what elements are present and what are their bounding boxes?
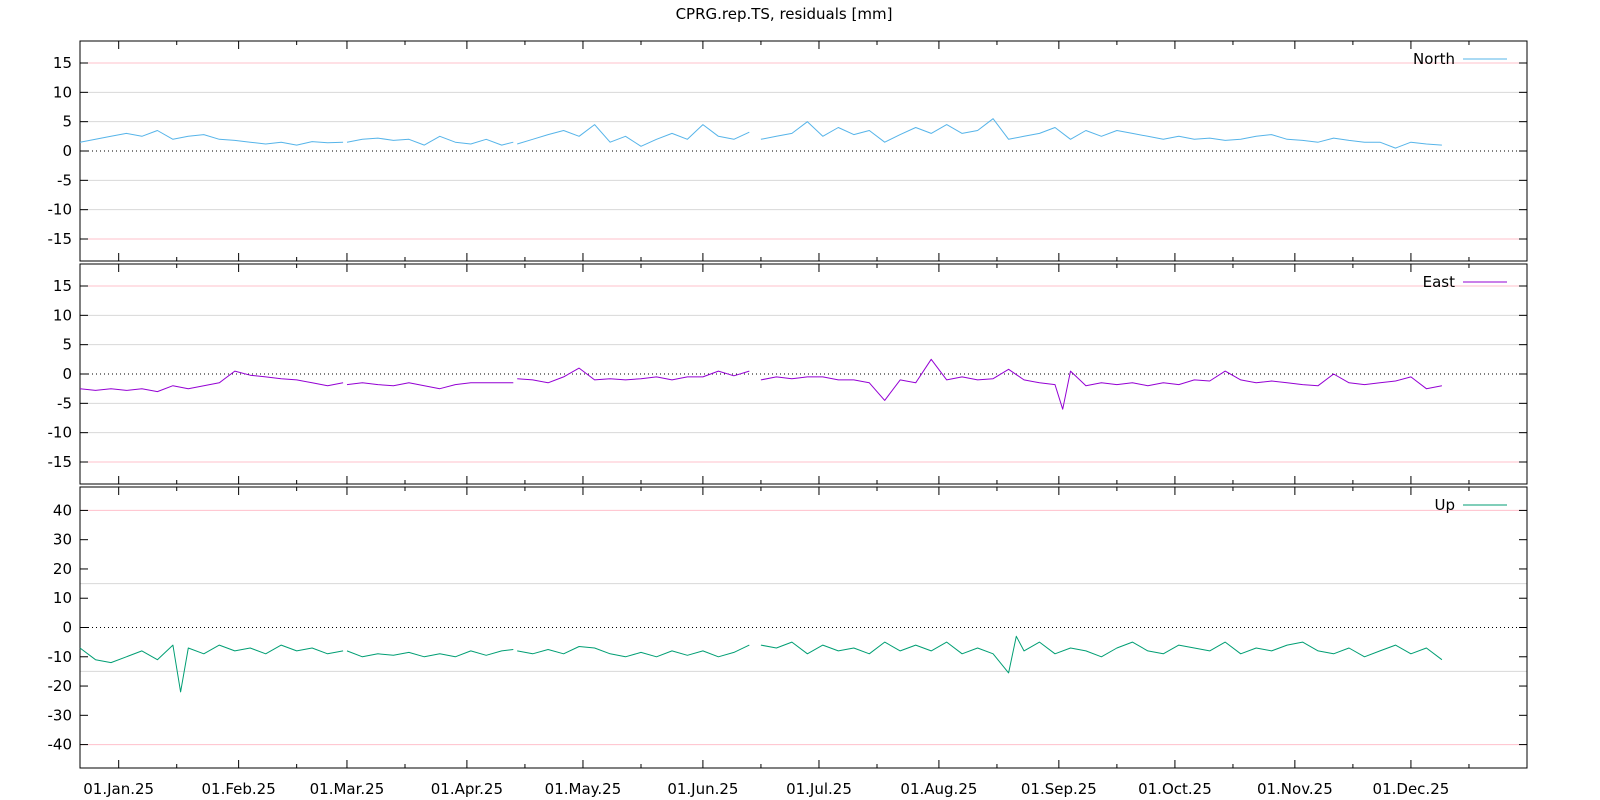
legend-label-north: North	[1413, 50, 1455, 68]
x-tick-label: 01.Jan.25	[83, 780, 154, 798]
y-tick-label: 0	[62, 619, 72, 637]
y-tick-label: 0	[62, 365, 72, 383]
y-tick-label: 5	[62, 336, 72, 354]
series-line-east	[517, 367, 750, 384]
legend-label-east: East	[1423, 273, 1455, 291]
series-line-east	[79, 370, 344, 393]
y-tick-label: 15	[53, 277, 72, 295]
series-line-up	[346, 649, 514, 658]
series-line-east	[760, 358, 1442, 410]
panel-frame	[79, 263, 1528, 485]
series-line-north	[79, 130, 344, 146]
series-line-north	[760, 118, 1442, 149]
y-tick-label: -10	[48, 201, 73, 219]
x-tick-label: 01.Jun.25	[667, 780, 738, 798]
y-tick-label: -10	[48, 424, 73, 442]
y-tick-label: -5	[57, 394, 72, 412]
y-tick-label: 15	[53, 54, 72, 72]
y-tick-label: 10	[53, 83, 72, 101]
x-tick-label: 01.Nov.25	[1257, 780, 1333, 798]
x-tick-label: 01.Mar.25	[310, 780, 385, 798]
y-tick-label: 10	[53, 306, 72, 324]
y-tick-label: -30	[48, 706, 73, 724]
series-line-up	[760, 635, 1443, 674]
panel-frame	[79, 486, 1528, 769]
y-tick-label: -15	[48, 230, 73, 248]
x-tick-label: 01.Dec.25	[1373, 780, 1450, 798]
x-tick-label: 01.Oct.25	[1138, 780, 1212, 798]
y-tick-label: 10	[53, 589, 72, 607]
y-tick-label: 40	[53, 501, 72, 519]
panel-up: -40 -30 -20 -10 0 10 20 30 40 Up	[48, 486, 1528, 769]
y-tick-label: 5	[62, 113, 72, 131]
panel-north: -15 -10 -5 0 5 10 15 North	[48, 40, 1528, 262]
y-tick-label: -40	[48, 736, 73, 754]
y-tick-label: -15	[48, 453, 73, 471]
y-tick-label: 30	[53, 531, 72, 549]
y-tick-label: 0	[62, 142, 72, 160]
chart-title: CPRG.rep.TS, residuals [mm]	[676, 5, 893, 23]
y-tick-label: -10	[48, 648, 73, 666]
panels: -15 -10 -5 0 5 10 15 North -15 -10 -5 0 5 10 15 East -40…	[48, 40, 1528, 769]
series-line-up	[517, 644, 750, 658]
x-tick-label: 01.Sep.25	[1021, 780, 1097, 798]
y-tick-label: 20	[53, 560, 72, 578]
series-line-north	[517, 124, 750, 147]
series-line-north	[346, 135, 514, 146]
legend-label-up: Up	[1434, 496, 1455, 514]
x-axis-labels: 01.Jan.25 01.Feb.25 01.Mar.25 01.Apr.25 01.M…	[83, 780, 1449, 798]
x-tick-label: 01.Apr.25	[431, 780, 503, 798]
y-tick-label: -5	[57, 171, 72, 189]
y-tick-label: -20	[48, 677, 73, 695]
x-tick-label: 01.Jul.25	[786, 780, 852, 798]
panel-frame	[79, 40, 1528, 262]
x-tick-label: 01.Aug.25	[900, 780, 977, 798]
series-line-up	[79, 644, 344, 693]
x-tick-label: 01.May.25	[545, 780, 622, 798]
series-line-east	[346, 382, 514, 390]
panel-east: -15 -10 -5 0 5 10 15 East	[48, 263, 1528, 485]
x-tick-label: 01.Feb.25	[201, 780, 275, 798]
